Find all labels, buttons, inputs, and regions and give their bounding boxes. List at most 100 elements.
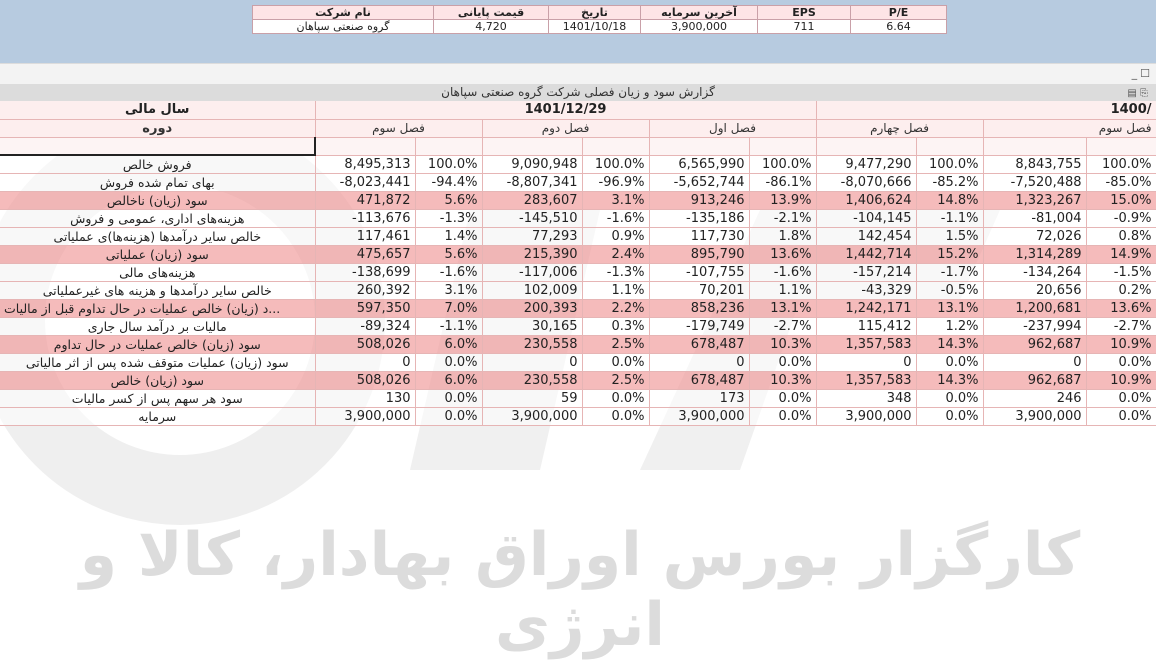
table-row: سرمایه 3,900,000 0.0% 3,900,000 0.0% 3,900,00… xyxy=(0,407,1156,426)
value-cell: 173 xyxy=(649,389,750,408)
row-label: سود (زیان) خالص عملیات در حال تداوم xyxy=(0,335,316,354)
value-cell: 20,656 xyxy=(983,281,1087,300)
percent-cell: -0.5% xyxy=(916,281,984,300)
percent-cell: -1.7% xyxy=(916,263,984,282)
print-icon[interactable]: ▤ xyxy=(1127,88,1137,99)
percent-cell: 0.0% xyxy=(749,389,817,408)
value-cell: -107,755 xyxy=(649,263,750,282)
percent-cell: -86.1% xyxy=(749,173,817,192)
value-cell: 962,687 xyxy=(983,335,1087,354)
value-cell: 1,357,583 xyxy=(816,335,917,354)
percent-cell: 1.5% xyxy=(916,227,984,246)
value-cell: 283,607 xyxy=(482,191,583,210)
percent-cell: 5.6% xyxy=(415,191,483,210)
percent-cell: 7.0% xyxy=(415,299,483,318)
value-cell: -104,145 xyxy=(816,209,917,228)
table-row: هزینه‌های مالی -138,699 -1.6% -117,006 -1.3%… xyxy=(0,263,1156,282)
value-cell: 913,246 xyxy=(649,191,750,210)
percent-cell: 0.0% xyxy=(916,353,984,372)
value-cell: 1,357,583 xyxy=(816,371,917,390)
value-cell: 1,314,289 xyxy=(983,245,1087,264)
percent-cell: 2.5% xyxy=(582,371,650,390)
value-cell: -113,676 xyxy=(315,209,416,228)
summary-header: آخرین سرمایه xyxy=(640,5,758,20)
row-label: سود (زیان) عملیات متوقف شده پس از اثر ما… xyxy=(0,353,316,372)
percent-cell: 1.8% xyxy=(749,227,817,246)
value-cell: 3,900,000 xyxy=(983,407,1087,426)
summary-header: تاریخ xyxy=(548,5,641,20)
table-row: بهای تمام شده فروش -8,023,441 -94.4% -8,807… xyxy=(0,173,1156,192)
percent-cell: 5.6% xyxy=(415,245,483,264)
table-row: سود (زیان) خالص 508,026 6.0% 230,558 2.5% 678… xyxy=(0,371,1156,390)
row-label: بهای تمام شده فروش xyxy=(0,173,316,192)
minimize-icon[interactable]: _ xyxy=(1131,67,1138,80)
percent-cell: 0.0% xyxy=(415,407,483,426)
value-cell: 1,406,624 xyxy=(816,191,917,210)
percent-cell: -1.3% xyxy=(582,263,650,282)
percent-cell: 1.1% xyxy=(582,281,650,300)
row-label: سود هر سهم پس از کسر مالیات xyxy=(0,389,316,408)
watermark-text: کارگزار بورس اوراق بهادار، کالا و انرژی xyxy=(79,520,1081,660)
summary-header: نام شرکت xyxy=(252,5,434,20)
percent-cell: 0.0% xyxy=(582,407,650,426)
value-cell: 678,487 xyxy=(649,371,750,390)
value-cell: 230,558 xyxy=(482,371,583,390)
percent-cell: -1.5% xyxy=(1086,263,1156,282)
percent-cell: -94.4% xyxy=(415,173,483,192)
value-cell: 508,026 xyxy=(315,371,416,390)
value-cell: 130 xyxy=(315,389,416,408)
row-label: سرمایه xyxy=(0,407,316,426)
summary-value: 4,720 xyxy=(433,19,549,34)
value-cell: 0 xyxy=(983,353,1087,372)
summary-header: قیمت پایانی xyxy=(433,5,549,20)
maximize-icon[interactable]: ☐ xyxy=(1140,67,1150,80)
blank-cell xyxy=(0,137,316,156)
summary-value: گروه صنعتی سپاهان xyxy=(252,19,434,34)
export-excel-icon[interactable]: ⎘ xyxy=(1140,88,1148,99)
percent-cell: 0.0% xyxy=(582,353,650,372)
percent-cell: 10.3% xyxy=(749,335,817,354)
percent-cell: 0.2% xyxy=(1086,281,1156,300)
value-cell: -8,070,666 xyxy=(816,173,917,192)
value-cell: 1,442,714 xyxy=(816,245,917,264)
value-cell: 3,900,000 xyxy=(649,407,750,426)
percent-cell: -1.6% xyxy=(415,263,483,282)
value-cell: 0 xyxy=(482,353,583,372)
table-row: خالص سایر درآمدها و هزینه های غیرعملیاتی… xyxy=(0,281,1156,300)
percent-cell: 10.9% xyxy=(1086,371,1156,390)
value-cell: 895,790 xyxy=(649,245,750,264)
value-cell: -8,807,341 xyxy=(482,173,583,192)
percent-cell: 0.0% xyxy=(749,353,817,372)
value-cell: 30,165 xyxy=(482,317,583,336)
table-row: سود (زیان) عملیات متوقف شده پس از اثر ما… xyxy=(0,353,1156,372)
percent-cell: 3.1% xyxy=(582,191,650,210)
percent-cell: 0.0% xyxy=(582,389,650,408)
summary-value: 711 xyxy=(757,19,851,34)
quarter-header: فصل سوم xyxy=(983,119,1156,138)
percent-cell: 2.5% xyxy=(582,335,650,354)
percent-cell: -2.7% xyxy=(749,317,817,336)
value-cell: 962,687 xyxy=(983,371,1087,390)
value-cell: 348 xyxy=(816,389,917,408)
percent-cell: 13.9% xyxy=(749,191,817,210)
value-cell: 597,350 xyxy=(315,299,416,318)
table-row: سود (زیان) عملیاتی 475,657 5.6% 215,390 2.4%… xyxy=(0,245,1156,264)
value-cell: -138,699 xyxy=(315,263,416,282)
summary-header: EPS xyxy=(757,5,851,20)
value-cell: 70,201 xyxy=(649,281,750,300)
value-cell: -145,510 xyxy=(482,209,583,228)
value-cell: 9,477,290 xyxy=(816,155,917,174)
percent-cell: 14.3% xyxy=(916,335,984,354)
value-cell: -117,006 xyxy=(482,263,583,282)
summary-header: P/E xyxy=(850,5,947,20)
row-label: سود (زیان) عملیاتی xyxy=(0,245,316,264)
value-cell: 230,558 xyxy=(482,335,583,354)
value-cell: 8,495,313 xyxy=(315,155,416,174)
row-label: ...د (زیان) خالص عملیات در حال تداوم قبل… xyxy=(0,299,316,318)
percent-cell: -1.1% xyxy=(916,209,984,228)
table-row: ...د (زیان) خالص عملیات در حال تداوم قبل… xyxy=(0,299,1156,318)
percent-cell: 13.6% xyxy=(1086,299,1156,318)
value-cell: 142,454 xyxy=(816,227,917,246)
quarter-header: فصل اول xyxy=(649,119,817,138)
value-cell: 59 xyxy=(482,389,583,408)
